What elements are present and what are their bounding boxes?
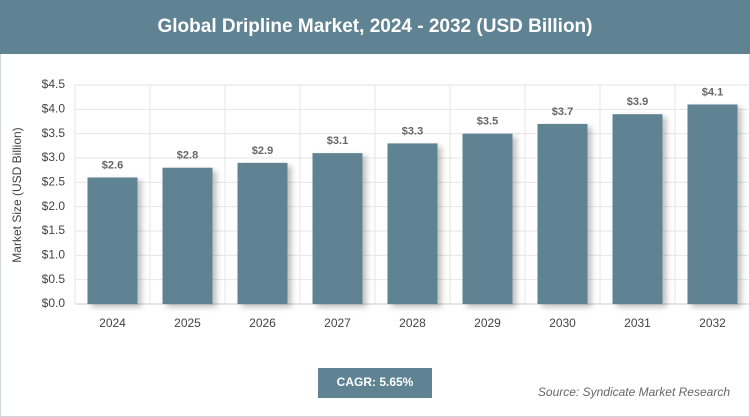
y-tick-label: $0.0 — [42, 296, 66, 310]
y-tick-label: $1.0 — [42, 248, 66, 262]
y-tick-label: $1.5 — [42, 223, 66, 237]
value-label: $4.1 — [702, 86, 723, 98]
y-tick-label: $3.0 — [42, 150, 66, 164]
x-tick-label: 2029 — [474, 316, 501, 330]
bar — [312, 153, 363, 304]
bar — [387, 143, 438, 304]
value-label: $3.1 — [327, 135, 348, 147]
title-banner — [0, 0, 750, 54]
x-tick-label: 2027 — [324, 316, 351, 330]
y-tick-label: $3.5 — [42, 126, 66, 140]
source-note: Source: Syndicate Market Research — [538, 385, 730, 399]
x-tick-label: 2024 — [99, 316, 126, 330]
value-label: $3.3 — [402, 125, 423, 137]
y-tick-label: $2.5 — [42, 175, 66, 189]
bar — [237, 162, 288, 304]
cagr-box — [318, 368, 432, 398]
y-tick-label: $0.5 — [42, 272, 66, 286]
value-label: $3.7 — [552, 106, 573, 118]
x-tick-label: 2025 — [174, 316, 201, 330]
x-tick-label: 2030 — [549, 316, 576, 330]
bar — [537, 123, 588, 304]
y-tick-label: $2.0 — [42, 199, 66, 213]
value-label: $3.9 — [627, 96, 648, 108]
bar — [612, 114, 663, 304]
x-tick-label: 2031 — [624, 316, 651, 330]
chart-title: Global Dripline Market, 2024 - 2032 (USD… — [157, 16, 592, 37]
y-axis-label: Market Size (USD Billion) — [10, 127, 24, 262]
x-tick-label: 2026 — [249, 316, 276, 330]
x-tick-label: 2032 — [699, 316, 726, 330]
x-tick-label: 2028 — [399, 316, 426, 330]
value-label: $2.6 — [102, 159, 123, 171]
value-label: $2.9 — [252, 145, 273, 157]
value-label: $2.8 — [177, 150, 198, 162]
bar — [162, 167, 213, 304]
value-label: $3.5 — [477, 116, 498, 128]
bar — [462, 133, 513, 304]
y-tick-label: $4.5 — [42, 77, 66, 91]
cagr-label: CAGR: 5.65% — [337, 375, 414, 389]
bar — [687, 104, 738, 304]
bar — [87, 177, 138, 304]
y-tick-label: $4.0 — [42, 102, 66, 116]
